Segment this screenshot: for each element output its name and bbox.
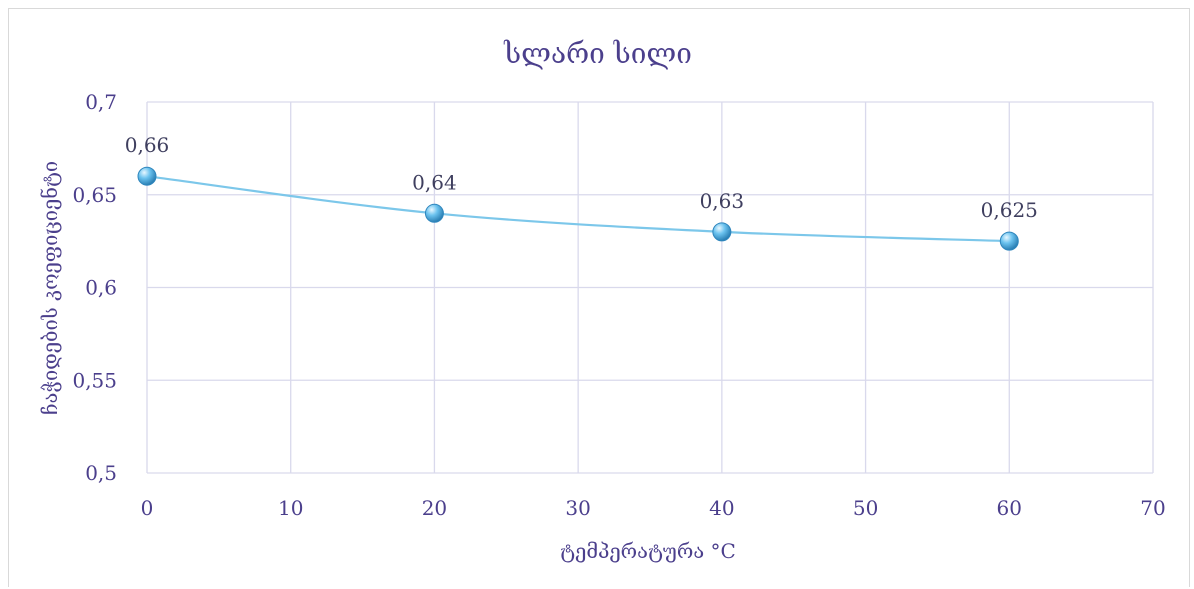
data-labels: 0,66 0,64 0,63 0,625 <box>125 133 1038 222</box>
x-tick-label: 60 <box>997 496 1022 520</box>
x-tick-label: 10 <box>278 496 303 520</box>
data-label: 0,64 <box>412 170 457 194</box>
gridlines <box>146 101 1154 474</box>
y-axis-ticks: 0,5 0,55 0,6 0,65 0,7 <box>72 90 117 485</box>
chart-title: სლარი სილი <box>503 37 692 70</box>
x-axis-ticks: 0 10 20 30 40 50 60 70 <box>141 496 1166 520</box>
data-point <box>424 203 444 223</box>
y-tick-label: 0,6 <box>85 276 117 300</box>
x-tick-label: 50 <box>853 496 878 520</box>
data-point <box>137 166 157 186</box>
y-tick-label: 0,7 <box>85 90 117 114</box>
y-tick-label: 0,5 <box>85 461 117 485</box>
x-tick-label: 40 <box>709 496 734 520</box>
y-tick-label: 0,65 <box>72 183 117 207</box>
x-tick-label: 0 <box>141 496 154 520</box>
series-line <box>146 175 1010 243</box>
data-label: 0,625 <box>981 198 1038 222</box>
y-axis-label: ჩაჭიდების კოეფიციენტი <box>38 161 62 415</box>
data-markers <box>137 166 1019 251</box>
x-axis-label: ტემპერატურა °C <box>560 539 736 563</box>
series-line-group <box>146 175 1010 243</box>
data-point <box>712 222 732 242</box>
x-tick-label: 30 <box>565 496 590 520</box>
y-tick-label: 0,55 <box>72 368 117 392</box>
data-point <box>999 231 1019 251</box>
x-tick-label: 70 <box>1140 496 1165 520</box>
data-label: 0,66 <box>125 133 170 157</box>
x-tick-label: 20 <box>422 496 447 520</box>
chart-frame <box>8 8 1190 587</box>
data-label: 0,63 <box>700 189 745 213</box>
